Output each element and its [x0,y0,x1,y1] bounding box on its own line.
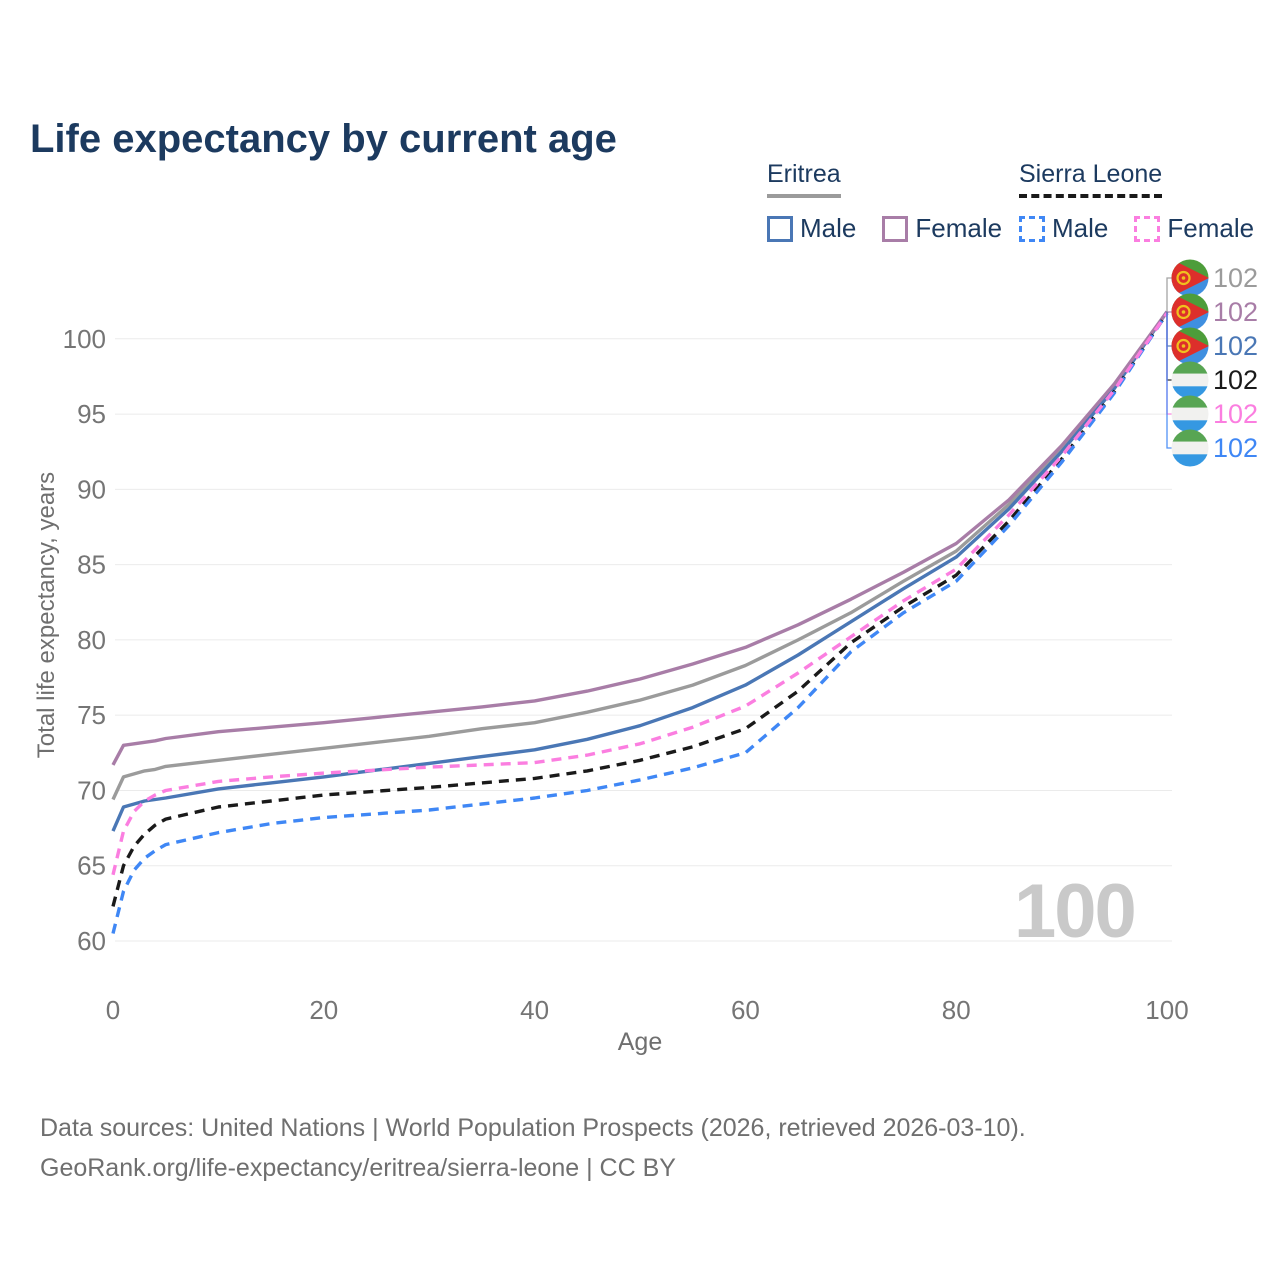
chart-title: Life expectancy by current age [30,116,617,161]
attribution-line: GeoRank.org/life-expectancy/eritrea/sier… [40,1154,676,1182]
legend-sierra-leone-title[interactable]: Sierra Leone [1019,160,1163,204]
y-tick-label-65: 65 [77,851,106,881]
flag-icon-sierra-leone [1171,429,1209,467]
series-line-eritrea-total[interactable] [111,310,1169,801]
leader-line-sierra-leone-female [1166,313,1174,415]
legend-eritrea-female[interactable]: Female [882,213,1002,244]
legend-eritrea-male-label: Male [800,213,857,243]
legend-sierra-leone-male-label: Male [1052,213,1109,243]
series-line-sierra-leone-male[interactable] [111,312,1169,934]
series-line-eritrea-female[interactable] [111,310,1169,766]
legend-eritrea-label: Eritrea [767,160,841,188]
y-tick-label-70: 70 [77,775,106,805]
legend-group-sierra-leone: Sierra Leone Male Female [1019,160,1254,244]
legend-sierra-leone-items: Male Female [1019,213,1254,244]
legend-swatch-eritrea-female [882,215,909,242]
y-tick-label-60: 60 [77,926,106,956]
x-tick-label-0: 0 [106,995,120,1025]
x-tick-label-80: 80 [942,995,971,1025]
legend-sierra-leone-female[interactable]: Female [1134,213,1254,244]
legend-swatch-eritrea-male [767,215,793,242]
eritrea-line-sample [767,194,841,198]
y-axis-title: Total life expectancy, years [33,471,60,759]
flag-icon-eritrea [1171,293,1209,331]
legend-swatch-sierra-leone-male [1019,215,1045,242]
flag-icon-eritrea [1171,327,1209,365]
y-tick-label-95: 95 [77,399,106,429]
legend-eritrea-female-label: Female [915,213,1003,243]
end-value-label-sierra-leone-male: 102 [1213,433,1258,463]
legend-eritrea-title[interactable]: Eritrea [767,160,841,204]
y-tick-label-75: 75 [77,700,106,730]
end-value-label-sierra-leone-female: 102 [1213,399,1258,429]
y-tick-label-90: 90 [77,474,106,504]
x-tick-label-60: 60 [731,995,760,1025]
data-sources-line: Data sources: United Nations | World Pop… [40,1114,1026,1142]
flag-icon-sierra-leone [1171,395,1209,433]
end-value-label-eritrea-female: 102 [1213,297,1258,327]
series-line-sierra-leone-female[interactable] [111,312,1169,876]
sierra-leone-line-sample [1019,194,1163,198]
age-cursor-watermark: 100 [1014,869,1137,954]
x-tick-label-40: 40 [520,995,549,1025]
flag-icon-eritrea [1171,259,1209,297]
series-line-sierra-leone-total[interactable] [111,312,1169,907]
end-value-label-sierra-leone-total: 102 [1213,365,1258,395]
end-value-label-eritrea-male: 102 [1213,331,1258,361]
legend-sierra-leone-label: Sierra Leone [1019,160,1163,188]
y-tick-label-100: 100 [63,324,106,354]
legend-sierra-leone-male[interactable]: Male [1019,213,1108,244]
y-tick-label-80: 80 [77,625,106,655]
legend-eritrea-male[interactable]: Male [767,213,856,244]
x-tick-label-20: 20 [309,995,338,1025]
y-tick-label-85: 85 [77,550,106,580]
legend-group-eritrea: Eritrea Male Female [767,160,1002,244]
end-value-label-eritrea-total: 102 [1213,263,1258,293]
flag-icon-sierra-leone [1171,361,1209,399]
legend-sierra-leone-female-label: Female [1167,213,1255,243]
x-axis-title: Age [617,1028,663,1056]
series-line-eritrea-male[interactable] [111,310,1169,832]
x-tick-label-100: 100 [1145,995,1188,1025]
legend-eritrea-items: Male Female [767,213,1002,244]
footer: Data sources: United Nations | World Pop… [40,1108,1026,1188]
legend-swatch-sierra-leone-female [1134,215,1161,242]
